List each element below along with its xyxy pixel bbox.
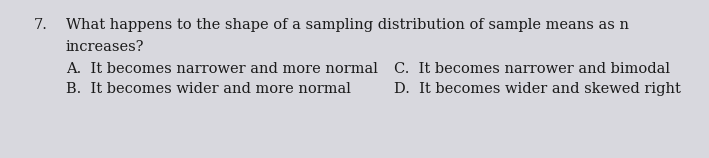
Text: increases?: increases? bbox=[66, 40, 145, 54]
Text: D.  It becomes wider and skewed right: D. It becomes wider and skewed right bbox=[394, 82, 681, 96]
Text: B.  It becomes wider and more normal: B. It becomes wider and more normal bbox=[66, 82, 351, 96]
Text: A.  It becomes narrower and more normal: A. It becomes narrower and more normal bbox=[66, 62, 378, 76]
Text: What happens to the shape of a sampling distribution of sample means as n: What happens to the shape of a sampling … bbox=[66, 18, 629, 32]
Text: C.  It becomes narrower and bimodal: C. It becomes narrower and bimodal bbox=[394, 62, 670, 76]
Text: 7.: 7. bbox=[34, 18, 48, 32]
